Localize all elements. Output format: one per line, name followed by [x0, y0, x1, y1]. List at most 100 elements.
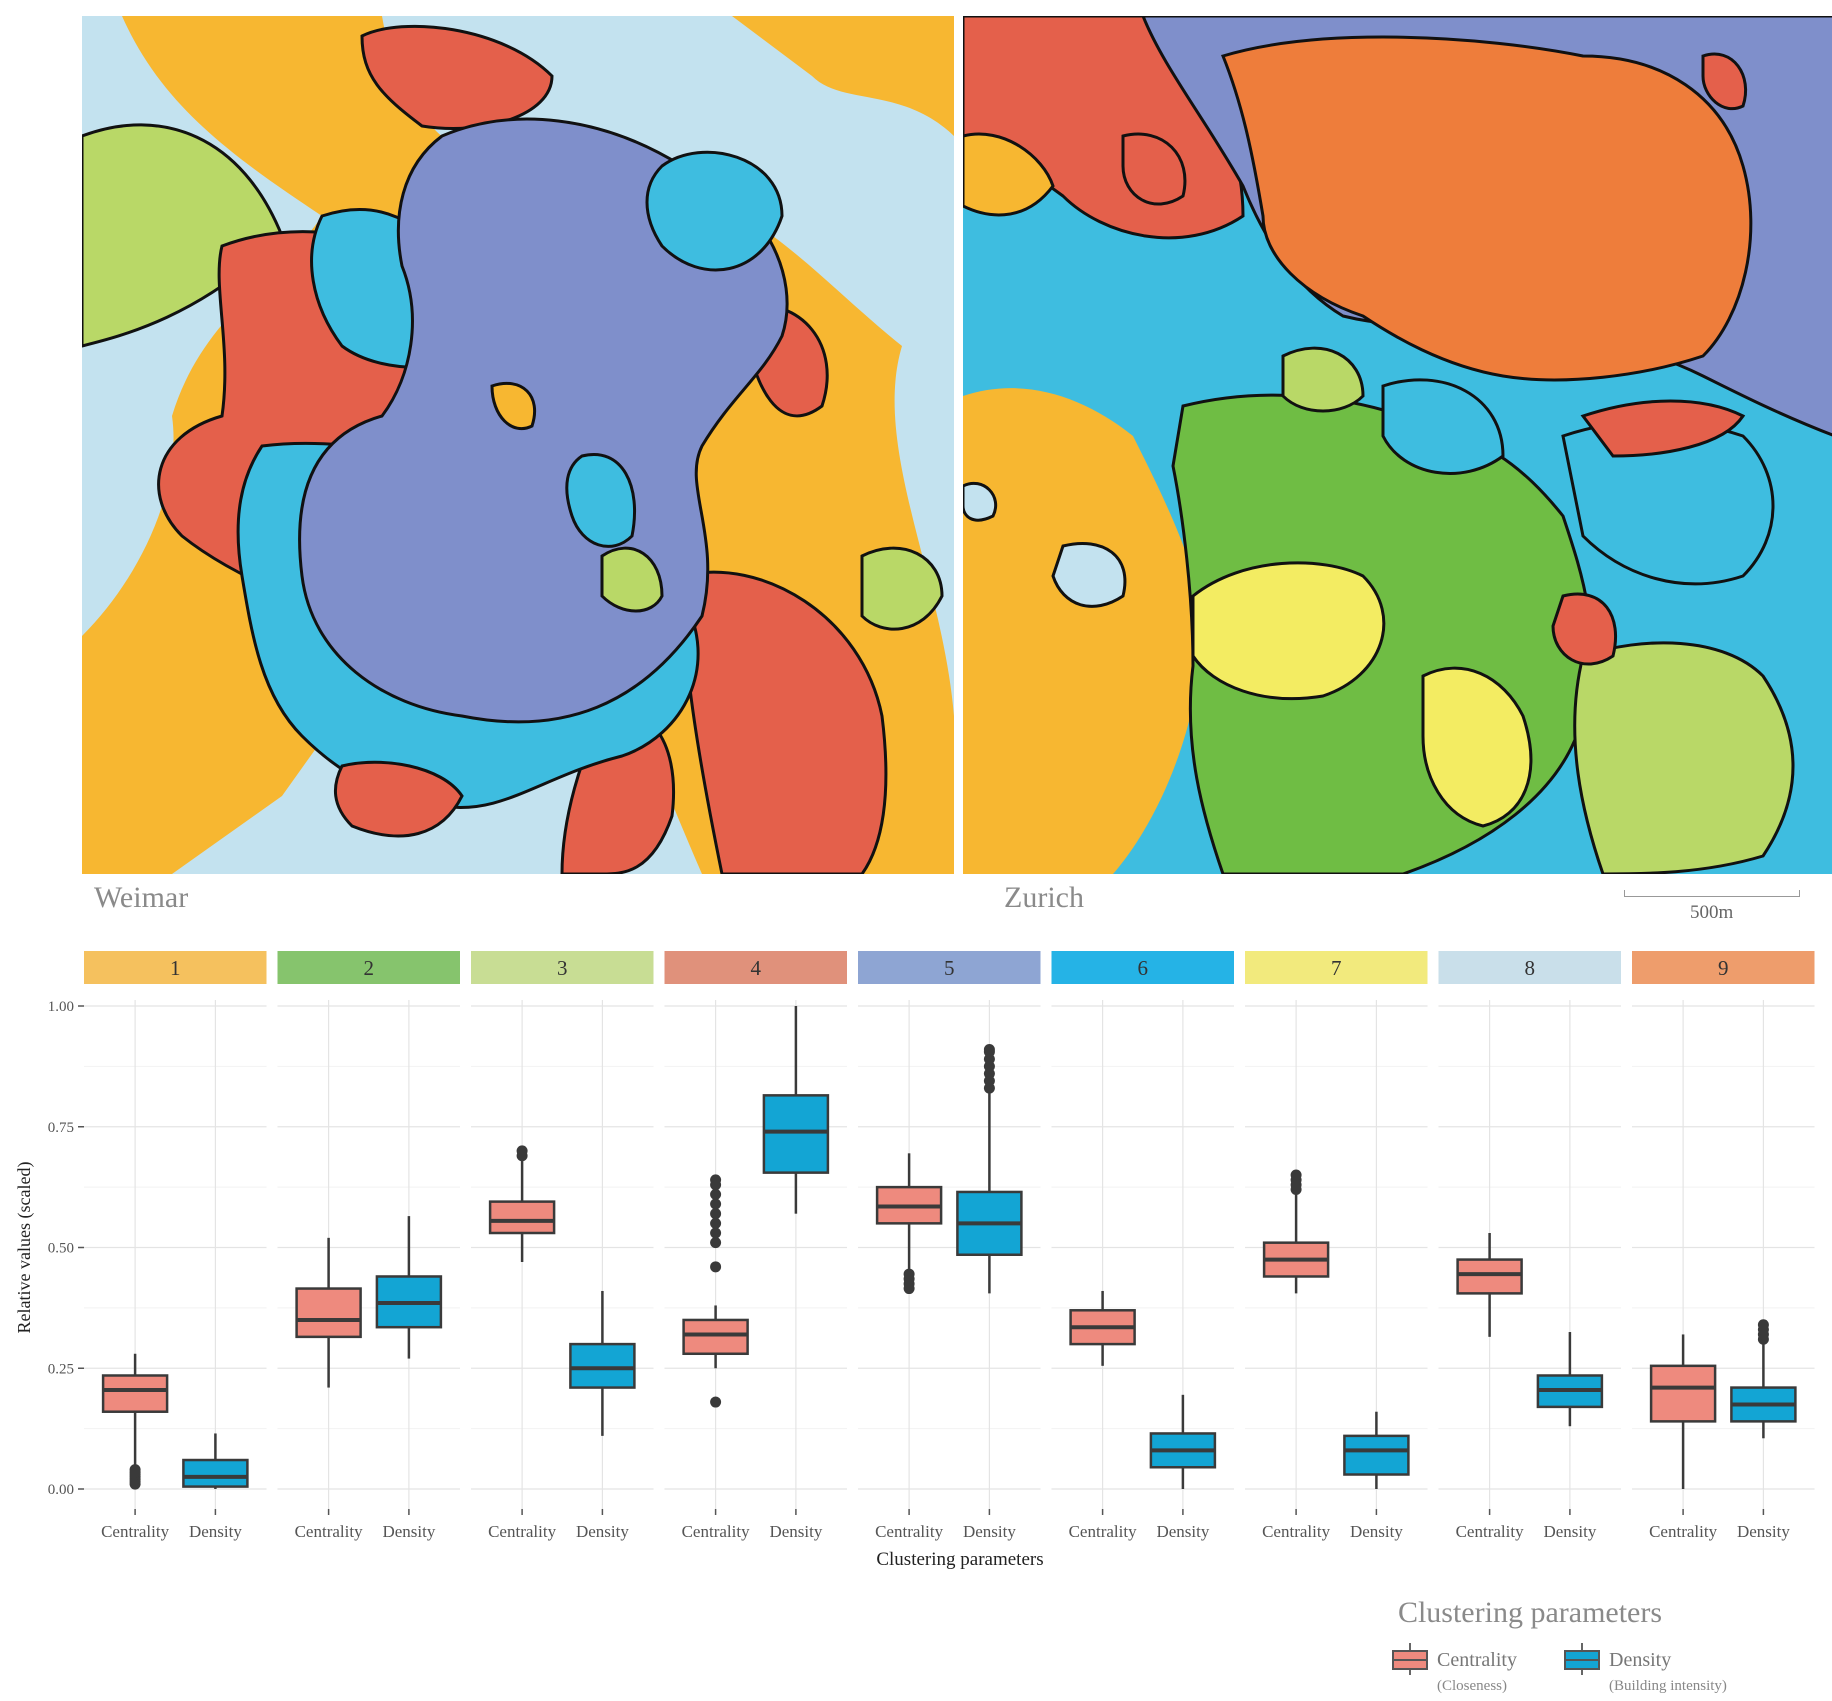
legend-item-density: Density (Building intensity) — [1564, 1643, 1727, 1694]
box-iqr — [101, 1374, 169, 1413]
facet-label: 9 — [1718, 956, 1729, 980]
facet-1: 1 Centrality Density — [84, 951, 267, 1541]
y-tick-label: 0.50 — [48, 1241, 74, 1257]
y-tick-label: 0.75 — [48, 1120, 74, 1136]
facet-label: 2 — [364, 956, 375, 980]
legend-label: Density — [1609, 1649, 1671, 1671]
box-density: Density — [1343, 1411, 1410, 1541]
outlier-point — [129, 1464, 141, 1476]
box-density: Density — [569, 1290, 636, 1541]
x-tick-label: Density — [189, 1522, 242, 1541]
facet-strip — [1051, 951, 1234, 984]
box-iqr — [182, 1458, 249, 1488]
box-density: Density — [1730, 1319, 1797, 1541]
box-iqr — [569, 1342, 636, 1389]
facet-2: 2 Centrality Density — [277, 951, 460, 1541]
box-centrality: Centrality — [682, 1174, 750, 1541]
x-tick-label: Centrality — [101, 1522, 169, 1541]
y-tick-label: 0.25 — [48, 1361, 74, 1377]
x-tick-label: Centrality — [295, 1522, 363, 1541]
x-tick-label: Density — [963, 1522, 1016, 1541]
box-density: Density — [1536, 1332, 1604, 1541]
outlier-point — [710, 1174, 722, 1186]
outlier-point — [710, 1208, 722, 1220]
x-tick-label: Centrality — [488, 1522, 556, 1541]
facet-label: 8 — [1525, 956, 1536, 980]
zurich-label: Zurich — [1004, 881, 1084, 914]
x-axis-title: Clustering parameters — [876, 1549, 1043, 1570]
outlier-point — [903, 1268, 915, 1280]
scale-bar — [1624, 890, 1800, 897]
panel-background — [1438, 1000, 1621, 1509]
facet-3: 3 Centrality Density — [471, 951, 654, 1541]
panel-background — [664, 1000, 847, 1509]
outlier-point — [710, 1217, 722, 1229]
box-density: Density — [375, 1216, 443, 1541]
x-tick-label: Density — [382, 1522, 435, 1541]
facet-label: 4 — [751, 956, 762, 980]
y-tick-label: 0.00 — [48, 1482, 74, 1498]
facet-label: 6 — [1138, 956, 1149, 980]
zurich-map — [963, 16, 1832, 874]
panel-background — [84, 1000, 267, 1509]
boxplot-chart: 1 Centrality Density 2 Centrality Density 3 Cen… — [14, 951, 1815, 1694]
outlier-point — [1757, 1319, 1769, 1331]
panel-background — [471, 1000, 654, 1509]
x-tick-label: Density — [1350, 1522, 1403, 1541]
x-tick-label: Density — [1543, 1522, 1596, 1541]
outlier-point — [1290, 1169, 1302, 1181]
legend-title: Clustering parameters — [1398, 1596, 1662, 1629]
legend-item-centrality: Centrality (Closeness) — [1392, 1643, 1517, 1694]
outlier-point — [710, 1261, 722, 1273]
panel-background — [277, 1000, 460, 1509]
facet-strip — [1632, 951, 1815, 984]
legend-label: Centrality — [1437, 1649, 1517, 1671]
box-centrality: Centrality — [1262, 1169, 1331, 1541]
facet-7: 7 Centrality Density — [1245, 951, 1428, 1541]
legend-sublabel: (Building intensity) — [1609, 1678, 1727, 1694]
facet-label: 7 — [1331, 956, 1342, 980]
weimar-label: Weimar — [94, 881, 189, 914]
x-tick-label: Centrality — [875, 1522, 943, 1541]
scale-label: 500m — [1690, 902, 1734, 923]
facet-strip — [277, 951, 460, 984]
box-density: Density — [956, 1043, 1023, 1541]
facet-9: 9 Centrality Density — [1632, 951, 1815, 1541]
box-iqr — [295, 1287, 362, 1339]
facet-strip — [471, 951, 654, 984]
outlier-point — [710, 1237, 722, 1249]
x-tick-label: Density — [1737, 1522, 1790, 1541]
facet-4: 4 Centrality Density — [664, 951, 847, 1541]
box-density: Density — [1149, 1394, 1217, 1541]
outlier-point — [710, 1198, 722, 1210]
box-centrality: Centrality — [1456, 1233, 1524, 1541]
box-iqr — [1456, 1258, 1523, 1295]
x-tick-label: Density — [769, 1522, 822, 1541]
facet-5: 5 Centrality Density — [858, 951, 1041, 1541]
box-iqr — [682, 1318, 749, 1356]
box-centrality: Centrality — [488, 1145, 557, 1541]
facet-strip — [858, 951, 1041, 984]
box-centrality: Centrality — [101, 1353, 170, 1541]
x-tick-label: Centrality — [682, 1522, 750, 1541]
x-tick-label: Centrality — [1649, 1522, 1717, 1541]
outlier-point — [710, 1227, 722, 1239]
facet-strip — [1245, 951, 1428, 984]
panel-background — [1632, 1000, 1815, 1509]
facet-6: 6 Centrality Density — [1051, 951, 1234, 1541]
legend-sublabel: (Closeness) — [1437, 1678, 1507, 1694]
box-centrality: Centrality — [1069, 1290, 1137, 1541]
outlier-point — [710, 1188, 722, 1200]
legend: Clustering parameters Centrality (Closenes… — [1392, 1596, 1727, 1694]
facet-strip — [84, 951, 267, 984]
box-iqr — [762, 1094, 830, 1174]
box-centrality: Centrality — [295, 1237, 363, 1541]
facet-label: 3 — [557, 956, 568, 980]
box-density: Density — [182, 1433, 249, 1541]
outlier-point — [710, 1396, 722, 1408]
zurich-map-regions — [963, 16, 1832, 874]
weimar-map — [82, 16, 954, 874]
outlier-point — [983, 1043, 995, 1055]
outlier-point — [516, 1145, 528, 1157]
